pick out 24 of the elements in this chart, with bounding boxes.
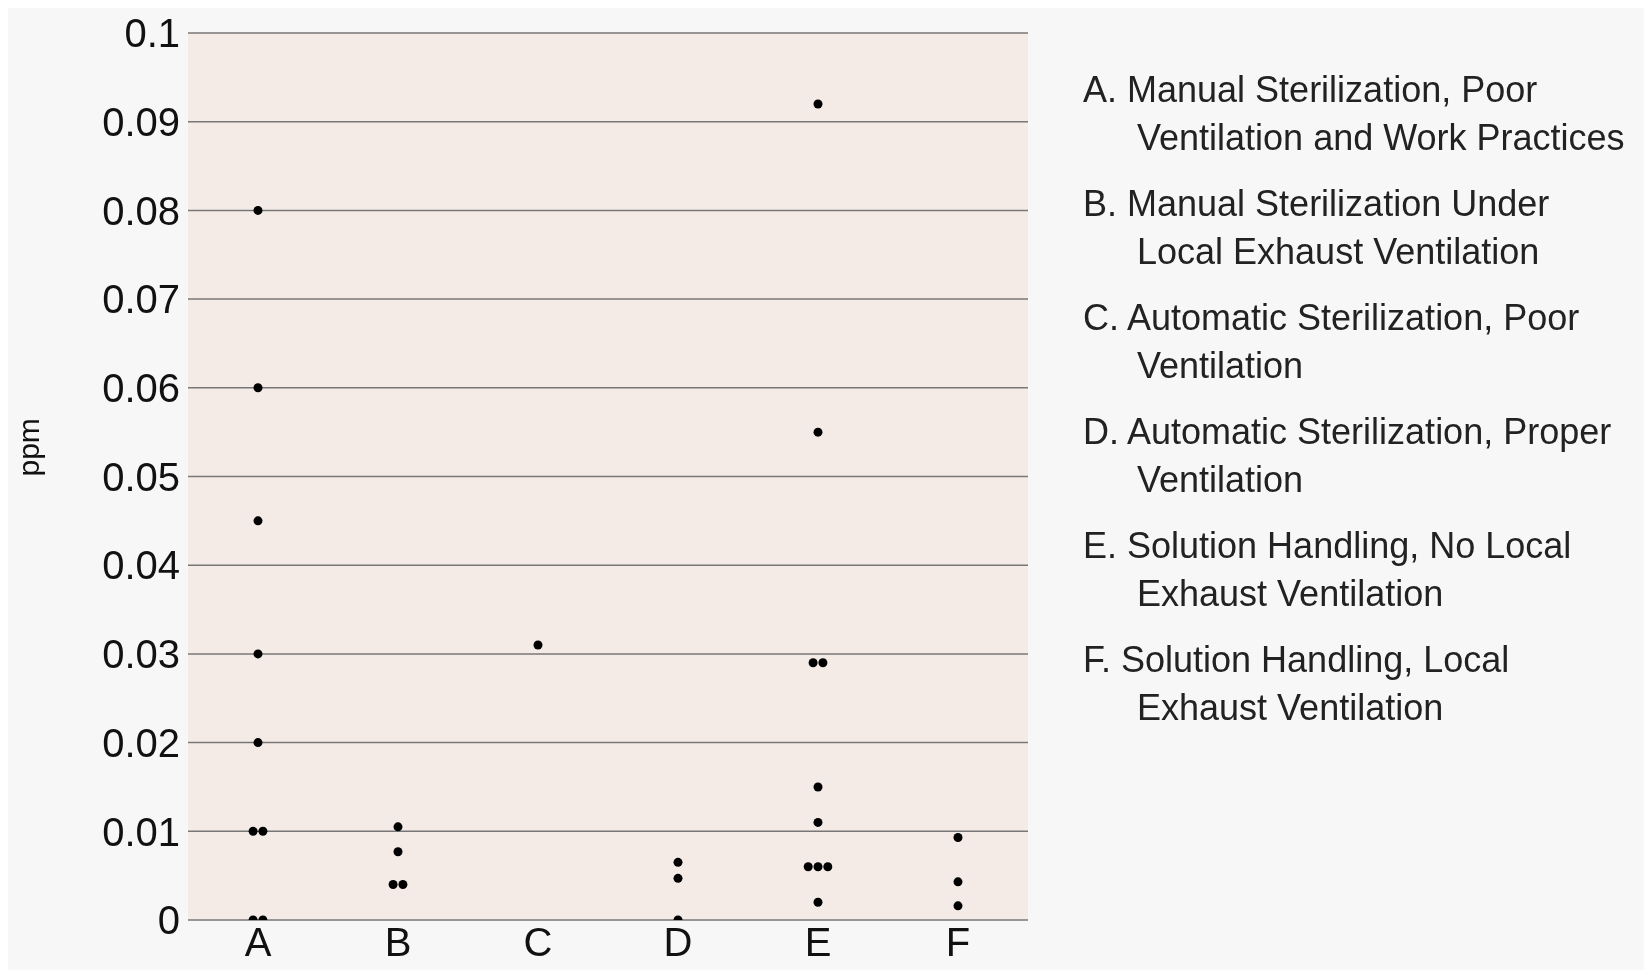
text: D. Automatic Sterilization, Proper Ventilation xyxy=(1083,410,1613,502)
text: E. Solution Handling, No Local Exhaust Ventilation xyxy=(1083,524,1573,616)
y-tick-label: 0 xyxy=(157,898,180,943)
text: F. Solution Handling, Local Exhaust Ventilation xyxy=(1083,638,1511,730)
text: B. Manual Sterilization Under Local Exhaust Ventilation xyxy=(1083,182,1551,274)
y-tick-label: 0.03 xyxy=(102,632,180,677)
x-tick-label: F xyxy=(945,920,971,965)
text: C. Automatic Sterilization, Poor Ventilation xyxy=(1083,296,1581,388)
y-tick-label: 0.04 xyxy=(102,543,180,588)
y-tick-label: 0.01 xyxy=(102,809,180,854)
y-tick-label: 0.08 xyxy=(102,188,180,233)
x-tick-label: B xyxy=(384,920,412,965)
y-tick-label: 0.06 xyxy=(102,366,180,410)
y-tick-label: 0.07 xyxy=(102,277,180,322)
x-tick-label: D xyxy=(663,920,693,965)
y-tick-label: 0.05 xyxy=(102,454,180,499)
x-tick-label: A xyxy=(244,920,272,965)
text: A. Manual Sterilization, Poor Ventilation and Work Practices xyxy=(1083,68,1626,160)
x-tick-label: E xyxy=(804,920,832,965)
y-tick-label: 0.1 xyxy=(124,11,180,56)
y-tick-label: 0.02 xyxy=(102,720,180,765)
y-axis-title: ppm xyxy=(11,418,45,477)
x-tick-label: C xyxy=(523,920,553,965)
y-tick-label: 0.09 xyxy=(102,99,180,144)
